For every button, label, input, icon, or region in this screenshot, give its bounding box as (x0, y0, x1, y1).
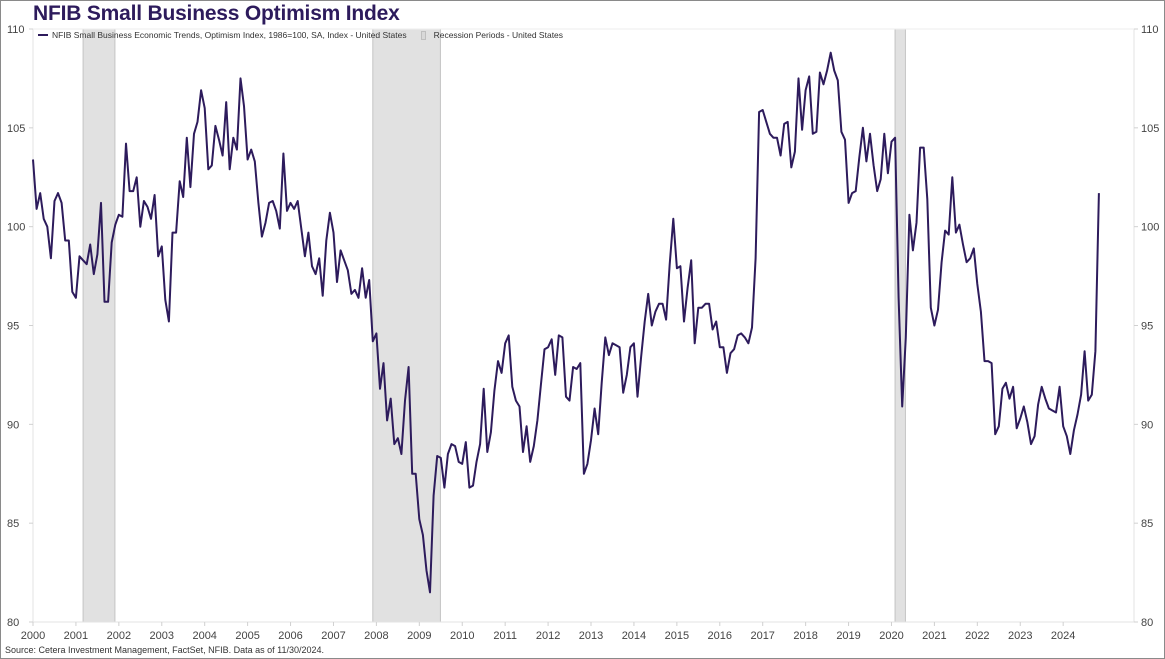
y-tick-label-left: 110 (7, 24, 25, 36)
x-tick-label: 2015 (665, 630, 689, 642)
y-axis-left-labels: 80 85 90 95 100 105 110 (7, 24, 25, 629)
x-tick-label: 2022 (965, 630, 989, 642)
x-tick-label: 2003 (150, 630, 174, 642)
x-tick-label: 2014 (622, 630, 646, 642)
y-tick-label-right: 85 (1141, 518, 1153, 530)
x-tick-label: 2001 (64, 630, 88, 642)
chart-title: NFIB Small Business Optimism Index (33, 2, 400, 25)
x-tick-label: 2012 (536, 630, 560, 642)
x-tick-label: 2016 (708, 630, 732, 642)
x-tick-label: 2021 (922, 630, 946, 642)
y-tick-label-right: 105 (1141, 123, 1159, 135)
x-tick-label: 2006 (278, 630, 302, 642)
recession-band (82, 28, 116, 623)
y-tick-label-left: 80 (7, 617, 19, 629)
x-tick-label: 2023 (1008, 630, 1032, 642)
x-tick-label: 2020 (879, 630, 903, 642)
recession-shading-layer (82, 28, 906, 623)
y-axis-right-labels: 80 85 90 95 100 105 110 (1141, 24, 1159, 629)
x-tick-label: 2002 (107, 630, 131, 642)
y-tick-label-right: 95 (1141, 321, 1153, 333)
legend-series-label: NFIB Small Business Economic Trends, Opt… (52, 30, 407, 40)
y-tick-label-right: 100 (1141, 222, 1159, 234)
series-line-nfib-optimism (32, 51, 1100, 594)
recession-band (372, 28, 441, 623)
legend-line-swatch (38, 34, 48, 36)
y-tick-label-right: 90 (1141, 419, 1153, 431)
x-tick-label: 2009 (407, 630, 431, 642)
x-tick-label: 2010 (450, 630, 474, 642)
x-tick-label: 2019 (836, 630, 860, 642)
y-tick-label-right: 80 (1141, 617, 1153, 629)
source-note: Source: Cetera Investment Management, Fa… (5, 645, 324, 655)
y-tick-label-left: 90 (7, 419, 19, 431)
y-tick-label-left: 85 (7, 518, 19, 530)
legend-recession-label: Recession Periods - United States (433, 30, 564, 40)
series-layer (32, 51, 1100, 594)
x-tick-label: 2008 (364, 630, 388, 642)
y-tick-label-left: 100 (7, 222, 25, 234)
x-tick-label: 2000 (21, 630, 45, 642)
chart-legend: NFIB Small Business Economic Trends, Opt… (38, 30, 563, 40)
x-tick-label: 2013 (579, 630, 603, 642)
x-tick-label: 2017 (750, 630, 774, 642)
x-tick-label: 2018 (793, 630, 817, 642)
x-tick-label: 2004 (192, 630, 216, 642)
x-tick-label: 2011 (493, 630, 517, 642)
x-tick-label: 2007 (321, 630, 345, 642)
legend-recession-swatch (420, 30, 426, 40)
y-tick-label-right: 110 (1141, 24, 1159, 36)
axes-layer (29, 28, 1138, 626)
y-tick-label-left: 95 (7, 321, 19, 333)
x-tick-label: 2005 (235, 630, 259, 642)
y-tick-label-left: 105 (7, 123, 25, 135)
x-axis-labels: 2000 2001 2002 2003 2004 2005 2006 2007 2008 2009… (21, 630, 1076, 642)
x-tick-label: 2024 (1051, 630, 1075, 642)
